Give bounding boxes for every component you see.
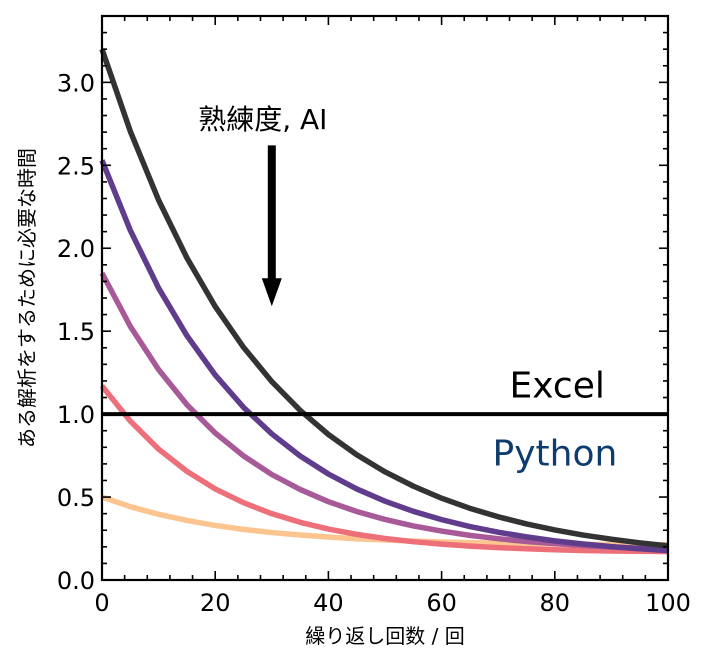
series-line-python-5 [99, 48, 669, 549]
series-line-python-2 [99, 384, 669, 555]
x-axis-label: 繰り返し回数 / 回 [305, 624, 464, 648]
annotation-layer: 熟練度, AI Excel Python [198, 103, 617, 475]
arrow-label: 熟練度, AI [198, 103, 327, 136]
python-label: Python [493, 434, 618, 475]
y-tick-label: 2.0 [57, 235, 95, 263]
y-tick-label: 0.5 [57, 484, 95, 512]
excel-label: Excel [510, 366, 605, 407]
series-layer [99, 48, 669, 555]
y-axis-label: ある解析をするために必要な時間 [15, 148, 39, 448]
y-tick-label: 0.0 [57, 567, 95, 595]
x-tick-label: 0 [94, 589, 109, 617]
x-tick-label: 20 [200, 589, 231, 617]
x-tick-label: 80 [540, 589, 571, 617]
skill-arrow-head [261, 278, 282, 307]
x-tick-label: 40 [313, 589, 344, 617]
y-tick-label: 1.5 [57, 318, 95, 346]
plot-frame [100, 14, 670, 582]
series-line-python-4 [99, 159, 669, 554]
y-tick-label: 1.0 [57, 401, 95, 429]
y-tick-label: 2.5 [57, 152, 95, 180]
x-tick-label: 60 [426, 589, 457, 617]
x-tick-label: 100 [645, 589, 691, 617]
y-tick-label: 3.0 [57, 69, 95, 97]
